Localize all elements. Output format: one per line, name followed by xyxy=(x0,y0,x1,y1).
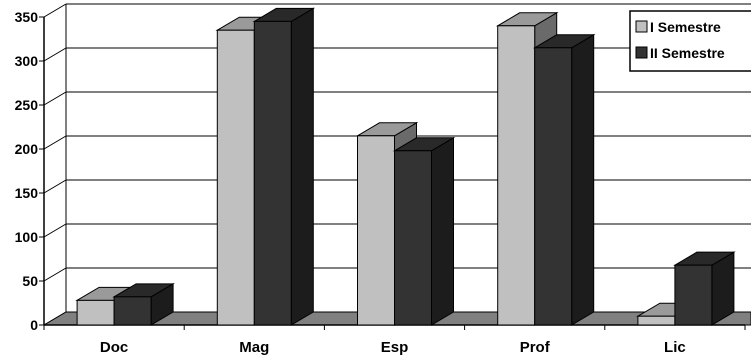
y-tick-label: 250 xyxy=(15,97,39,113)
legend-swatch xyxy=(635,46,648,59)
bar-mag-ii-semestre xyxy=(252,7,316,326)
bar-front xyxy=(674,264,713,326)
category-label: Esp xyxy=(381,339,409,356)
bar-front xyxy=(637,315,676,326)
bar-side xyxy=(571,33,595,326)
bar-front xyxy=(357,135,395,326)
gridline-side xyxy=(43,223,67,238)
category-label: Prof xyxy=(520,339,551,356)
bar-front xyxy=(253,20,292,326)
category-label: Doc xyxy=(100,339,128,356)
y-tick-label: 350 xyxy=(15,9,39,25)
bar-side xyxy=(431,136,454,326)
bar-front xyxy=(394,150,432,326)
category-label: Lic xyxy=(664,339,686,356)
bar-front xyxy=(216,29,255,326)
bars xyxy=(75,7,736,326)
gridline-side xyxy=(43,267,67,282)
bar-doc-ii-semestre xyxy=(112,282,175,326)
gridline-side xyxy=(43,47,67,62)
y-tick-label: 150 xyxy=(15,185,39,201)
y-tick-label: 100 xyxy=(15,229,39,245)
bar-front xyxy=(113,296,152,326)
y-tick-labels: 0 50 100 150 200 250 300 350 xyxy=(15,9,44,333)
y-tick-label: 0 xyxy=(30,317,38,333)
category-labels: Doc Mag Esp Prof Lic xyxy=(100,339,686,356)
bar-front xyxy=(534,47,573,326)
category-label: Mag xyxy=(239,339,269,356)
legend: I Semestre II Semestre xyxy=(629,10,751,72)
gridline-side xyxy=(43,91,67,106)
gridline-side xyxy=(43,135,67,150)
bar-lic-ii-semestre xyxy=(673,251,736,326)
y-tick-label: 50 xyxy=(22,273,38,289)
gridline-side xyxy=(43,179,67,194)
bar-front xyxy=(76,299,115,326)
legend-box xyxy=(629,10,751,72)
bar-esp-ii-semestre xyxy=(392,136,456,326)
y-tick-label: 300 xyxy=(15,53,39,69)
legend-label: I Semestre xyxy=(650,19,721,35)
bar-side xyxy=(290,7,314,326)
bar-front xyxy=(497,25,536,326)
bar-prof-ii-semestre xyxy=(532,33,596,326)
legend-swatch xyxy=(635,20,648,33)
legend-label: II Semestre xyxy=(650,45,725,61)
y-tick-label: 200 xyxy=(15,141,39,157)
gridline-side xyxy=(43,3,67,18)
